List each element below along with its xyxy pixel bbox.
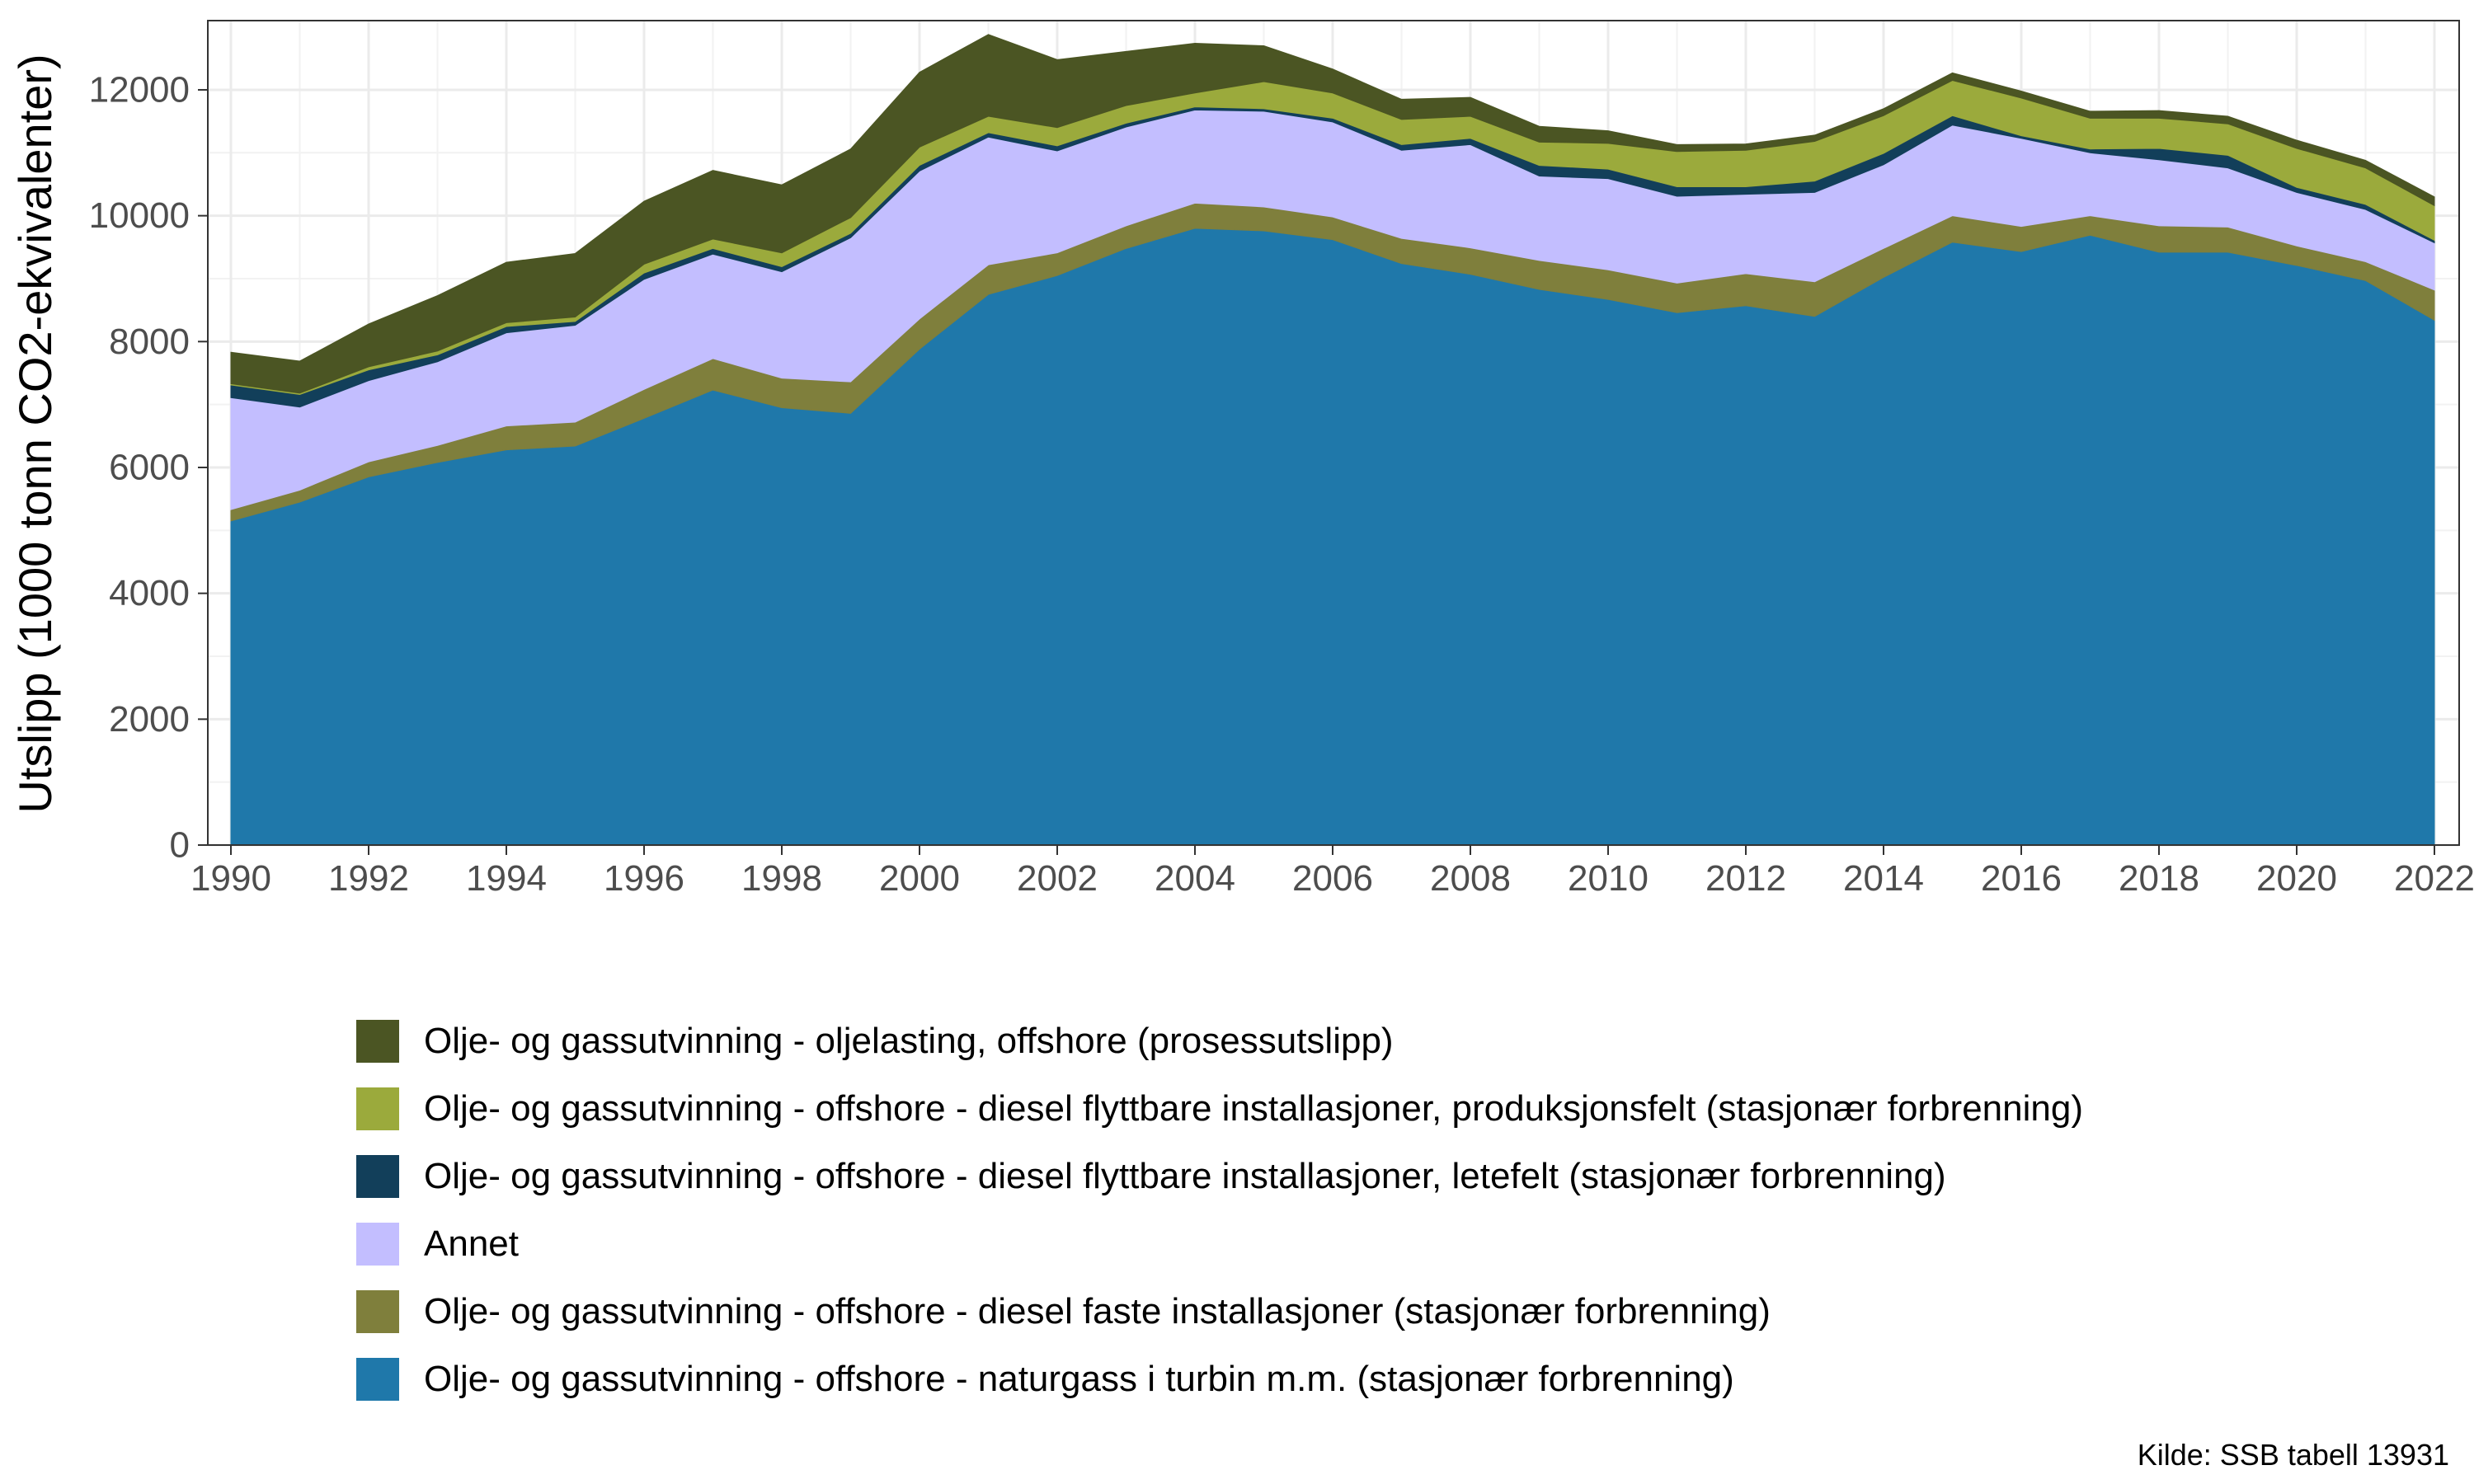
legend-item: Olje- og gassutvinning - offshore - natu… xyxy=(356,1345,2083,1413)
x-tick-label: 1994 xyxy=(466,858,547,899)
x-tick-label: 1992 xyxy=(328,858,409,899)
legend-label: Olje- og gassutvinning - offshore - natu… xyxy=(424,1359,1734,1399)
legend-label: Annet xyxy=(424,1223,519,1264)
x-tick-label: 2000 xyxy=(879,858,960,899)
x-tick-label: 2012 xyxy=(1705,858,1786,899)
source-caption: Kilde: SSB tabell 13931 xyxy=(2137,1438,2449,1472)
x-tick-label: 2002 xyxy=(1017,858,1098,899)
legend-swatch xyxy=(356,1020,399,1063)
legend-swatch xyxy=(356,1155,399,1198)
y-tick-label: 12000 xyxy=(89,69,190,110)
y-axis: 0 2000 4000 6000 8000 10000 12000 xyxy=(89,69,208,866)
y-axis-title: Utslipp (1000 tonn CO2-ekvivalenter) xyxy=(9,54,61,813)
legend-swatch xyxy=(356,1087,399,1130)
y-tick-label: 0 xyxy=(170,825,190,866)
x-tick-label: 1990 xyxy=(190,858,271,899)
x-tick-label: 2010 xyxy=(1568,858,1649,899)
x-tick-label: 1996 xyxy=(604,858,684,899)
x-tick-label: 2022 xyxy=(2394,858,2474,899)
x-axis: 1990 1992 1994 1996 1998 2000 2002 2004 2006 2008… xyxy=(190,845,2474,899)
legend-label: Olje- og gassutvinning - offshore - dies… xyxy=(424,1156,1946,1196)
y-tick-label: 10000 xyxy=(89,195,190,236)
legend-label: Olje- og gassutvinning - offshore - dies… xyxy=(424,1088,2083,1129)
legend-label: Olje- og gassutvinning - oljelasting, of… xyxy=(424,1021,1394,1061)
legend-label: Olje- og gassutvinning - offshore - dies… xyxy=(424,1291,1771,1331)
legend-swatch xyxy=(356,1223,399,1266)
x-tick-label: 2020 xyxy=(2256,858,2337,899)
y-tick-label: 6000 xyxy=(109,447,190,487)
legend-item: Olje- og gassutvinning - oljelasting, of… xyxy=(356,1007,2083,1075)
legend-item: Olje- og gassutvinning - offshore - dies… xyxy=(356,1278,2083,1345)
x-tick-label: 2008 xyxy=(1430,858,1511,899)
y-tick-label: 2000 xyxy=(109,699,190,740)
x-tick-label: 2018 xyxy=(2119,858,2199,899)
x-tick-label: 2004 xyxy=(1155,858,1235,899)
x-tick-label: 2016 xyxy=(1981,858,2062,899)
x-tick-label: 1998 xyxy=(741,858,822,899)
legend-swatch xyxy=(356,1358,399,1401)
legend: Olje- og gassutvinning - oljelasting, of… xyxy=(356,1007,2083,1413)
legend-item: Olje- og gassutvinning - offshore - dies… xyxy=(356,1075,2083,1143)
y-tick-label: 4000 xyxy=(109,573,190,613)
legend-item: Annet xyxy=(356,1210,2083,1278)
legend-swatch xyxy=(356,1290,399,1333)
x-tick-label: 2014 xyxy=(1843,858,1924,899)
legend-item: Olje- og gassutvinning - offshore - dies… xyxy=(356,1143,2083,1210)
y-tick-label: 8000 xyxy=(109,322,190,362)
x-tick-label: 2006 xyxy=(1292,858,1373,899)
area-series-6 xyxy=(230,34,2435,394)
